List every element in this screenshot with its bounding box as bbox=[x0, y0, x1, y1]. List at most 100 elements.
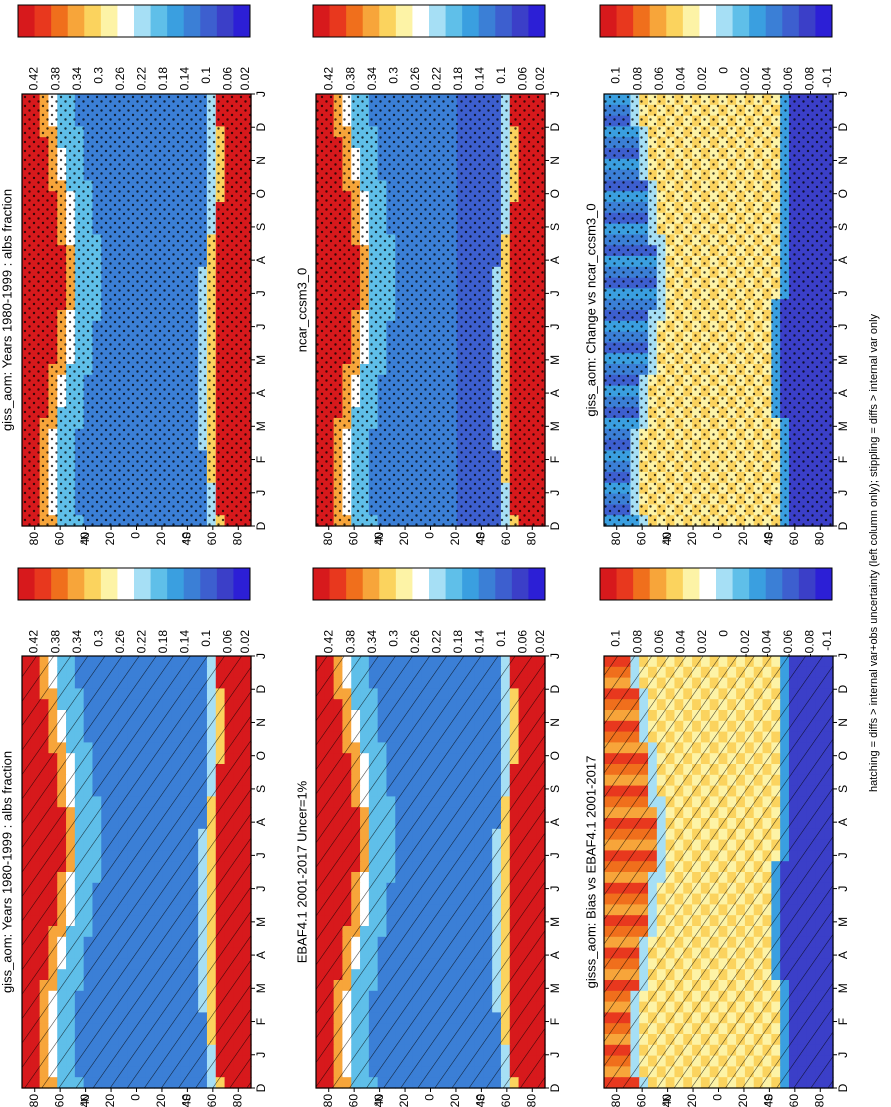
month-tick-label: M bbox=[836, 983, 850, 993]
colorbar-label: 0.18 bbox=[156, 630, 170, 654]
colorbar-swatch bbox=[633, 568, 651, 600]
lat-tick-label: 40 bbox=[474, 1094, 488, 1107]
colorbar-label: 0.22 bbox=[429, 67, 443, 91]
lat-tick-label: 60 bbox=[787, 532, 801, 546]
lat-hemisphere-label: °N bbox=[80, 532, 92, 544]
month-tick-label: A bbox=[836, 256, 850, 264]
colorbar-swatch bbox=[67, 568, 85, 600]
lat-tick-label: 0 bbox=[129, 1094, 143, 1101]
colorbar-swatch bbox=[478, 5, 496, 37]
month-tick-label: M bbox=[548, 917, 562, 927]
month-tick-label: D bbox=[836, 521, 850, 530]
colorbar-swatch bbox=[67, 5, 85, 37]
colorbar-swatch bbox=[649, 5, 667, 37]
month-tick-label: J bbox=[836, 886, 850, 892]
colorbar-swatch bbox=[216, 568, 234, 600]
month-tick-label: O bbox=[254, 751, 268, 760]
colorbar-label: 0.18 bbox=[451, 67, 465, 91]
lat-hemisphere-label: °N bbox=[662, 1094, 674, 1106]
colorbar-swatch bbox=[346, 5, 364, 37]
month-tick-label: J bbox=[254, 653, 268, 659]
month-tick-label: J bbox=[548, 290, 562, 296]
colorbar-swatch bbox=[749, 5, 767, 37]
figure-footnote: hatching = diffs > internal var+obs unce… bbox=[868, 313, 880, 792]
colorbar-swatch bbox=[395, 5, 413, 37]
colorbar-label: 0.38 bbox=[343, 630, 357, 654]
month-tick-label: J bbox=[548, 490, 562, 496]
month-tick-label: F bbox=[548, 456, 562, 463]
colorbar-label: 0.08 bbox=[630, 67, 644, 91]
month-tick-label: J bbox=[254, 324, 268, 330]
colorbar-swatch bbox=[666, 568, 684, 600]
month-tick-label: J bbox=[254, 852, 268, 858]
colorbar-swatch bbox=[511, 5, 529, 37]
month-tick-label: A bbox=[836, 389, 850, 397]
lat-tick-label: 40 bbox=[78, 532, 92, 546]
colorbar-swatch bbox=[346, 568, 364, 600]
month-tick-label: J bbox=[836, 653, 850, 659]
colorbar-label: -0.06 bbox=[781, 630, 795, 658]
lat-tick-label: 60 bbox=[634, 1094, 648, 1107]
colorbar-label: 0.22 bbox=[134, 630, 148, 654]
colorbar-swatch bbox=[528, 5, 546, 37]
month-tick-label: F bbox=[254, 1018, 268, 1025]
lat-tick-label: 40 bbox=[180, 1094, 194, 1107]
colorbar-swatch bbox=[412, 5, 430, 37]
colorbar-label: -0.04 bbox=[760, 67, 774, 95]
lat-tick-label: 40 bbox=[474, 532, 488, 546]
colorbar-label: -0.06 bbox=[781, 67, 795, 95]
colorbar-swatch bbox=[495, 568, 513, 600]
month-tick-label: J bbox=[836, 290, 850, 296]
colorbar-label: -0.02 bbox=[738, 67, 752, 95]
colorbar-label: 0.26 bbox=[408, 630, 422, 654]
lat-tick-label: 80 bbox=[524, 532, 538, 546]
panel-title: EBAF4.1 2001-2017 Uncer=1% bbox=[294, 780, 309, 963]
lat-hemisphere-label: °N bbox=[374, 532, 386, 544]
panel-title: ncar_ccsm3_0 bbox=[294, 268, 309, 353]
colorbar-swatch bbox=[682, 5, 700, 37]
colorbar-label: 0.02 bbox=[533, 67, 547, 91]
colorbar-swatch bbox=[732, 5, 750, 37]
colorbar-label: 0.1 bbox=[609, 67, 623, 84]
month-tick-label: A bbox=[254, 951, 268, 959]
colorbar-label: 0.3 bbox=[91, 630, 105, 647]
colorbar-swatch bbox=[815, 568, 833, 600]
colorbar-label: -0.1 bbox=[820, 67, 834, 88]
colorbar-label: 0.04 bbox=[673, 67, 687, 91]
lat-tick-label: 20 bbox=[154, 1094, 168, 1107]
colorbar-swatch bbox=[682, 568, 700, 600]
lat-tick-label: 20 bbox=[103, 1094, 117, 1107]
month-tick-label: M bbox=[254, 917, 268, 927]
lat-tick-label: 60 bbox=[346, 532, 360, 546]
lat-tick-label: 20 bbox=[103, 532, 117, 546]
lat-tick-label: 60 bbox=[787, 1094, 801, 1107]
colorbar-swatch bbox=[749, 568, 767, 600]
month-tick-label: F bbox=[548, 1018, 562, 1025]
panel-5: D J F M A M J J A S O N D J 80 60 40 20 0 20 40 60 80 °N °S ncar_… bbox=[294, 4, 562, 546]
colorbar-swatch bbox=[445, 5, 463, 37]
colorbar-swatch bbox=[150, 568, 168, 600]
lat-tick-label: 60 bbox=[346, 1094, 360, 1107]
lat-tick-label: 80 bbox=[230, 532, 244, 546]
month-tick-label: J bbox=[548, 886, 562, 892]
colorbar-swatch bbox=[379, 5, 397, 37]
month-tick-label: F bbox=[254, 456, 268, 463]
colorbar-swatch bbox=[233, 568, 251, 600]
month-tick-label: S bbox=[836, 785, 850, 793]
colorbar-label: -0.02 bbox=[738, 630, 752, 658]
colorbar-label: 0.38 bbox=[343, 67, 357, 91]
colorbar-swatch bbox=[600, 5, 617, 37]
month-tick-label: N bbox=[254, 156, 268, 165]
month-tick-label: N bbox=[548, 156, 562, 165]
colorbar-label: 0.18 bbox=[156, 67, 170, 91]
lat-tick-label: 80 bbox=[321, 532, 335, 546]
colorbar-swatch bbox=[478, 568, 496, 600]
colorbar-label: 0 bbox=[716, 67, 730, 74]
month-tick-label: J bbox=[836, 324, 850, 330]
month-tick-label: D bbox=[548, 521, 562, 530]
colorbar-swatch bbox=[51, 5, 69, 37]
panel-title: giss_aom: Years 1980-1999 : albs fractio… bbox=[0, 189, 14, 431]
colorbar-swatch bbox=[528, 568, 546, 600]
lat-hemisphere-label: °N bbox=[662, 532, 674, 544]
colorbar-label: 0.3 bbox=[386, 67, 400, 84]
